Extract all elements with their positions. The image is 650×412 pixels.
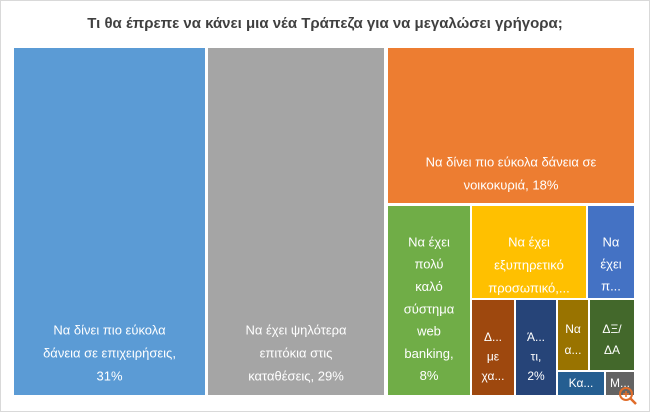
treemap: Να δίνει πιο εύκολα δάνεια σε επιχειρήσει… [14,48,634,395]
cell-label: ΔΞ/ [602,322,622,336]
cell-label: 2% [527,369,545,383]
treemap-cell [388,48,634,203]
cell-label: έχει [600,256,621,271]
cell-label: Κα... [569,376,594,390]
treemap-cell [558,372,604,395]
treemap-cell [472,300,514,395]
cell-label: χα... [482,369,505,383]
cell-label: νοικοκυριά, 18% [464,177,559,192]
cell-label: με [487,350,500,364]
treemap-cell [14,48,205,395]
cell-label: πολύ [414,257,443,272]
cell-label: α... [565,343,582,357]
cell-label: εξυπηρετικό [494,257,564,272]
cell-label: τι, [531,350,542,364]
cell-label: ΔΑ [604,343,620,357]
cell-label: επιτόκια στις [260,345,333,360]
cell-label: Ά... [527,330,545,344]
cell-label: banking, [404,346,453,361]
cell-label: 8% [420,368,439,383]
treemap-cell [388,206,470,395]
chart-title: Τι θα έπρεπε να κάνει μια νέα Τράπεζα γι… [87,15,563,32]
cell-label: Να [603,234,620,249]
cell-label: Να έχει ψηλότερα [245,322,347,337]
cell-label: καταθέσεις, 29% [248,368,344,383]
cell-label: web [416,324,441,339]
cell-label: δάνεια σε επιχειρήσεις, [43,345,176,360]
cell-label: π... [601,278,621,293]
cell-label: Δ... [484,330,502,344]
cell-label: Να έχει [408,234,450,249]
treemap-cell [590,300,634,370]
treemap-cell [588,206,634,298]
cell-label: Μ... [610,376,630,390]
treemap-cell [516,300,556,395]
treemap-cell [472,206,586,298]
treemap-cell [558,300,588,370]
cell-label: σύστημα [404,301,455,316]
treemap-cell [606,372,634,395]
treemap-cell [208,48,384,395]
zoom-icon [619,387,637,405]
cell-label: Να έχει [508,234,550,249]
cell-label: Να δίνει πιο εύκολα [53,322,166,337]
cell-label: 31% [96,368,122,383]
cell-label: καλό [415,279,442,294]
cell-label: Να [565,322,581,336]
cell-label: Να δίνει πιο εύκολα δάνεια σε [426,154,597,169]
cell-label: προσωπικό,... [488,280,569,295]
